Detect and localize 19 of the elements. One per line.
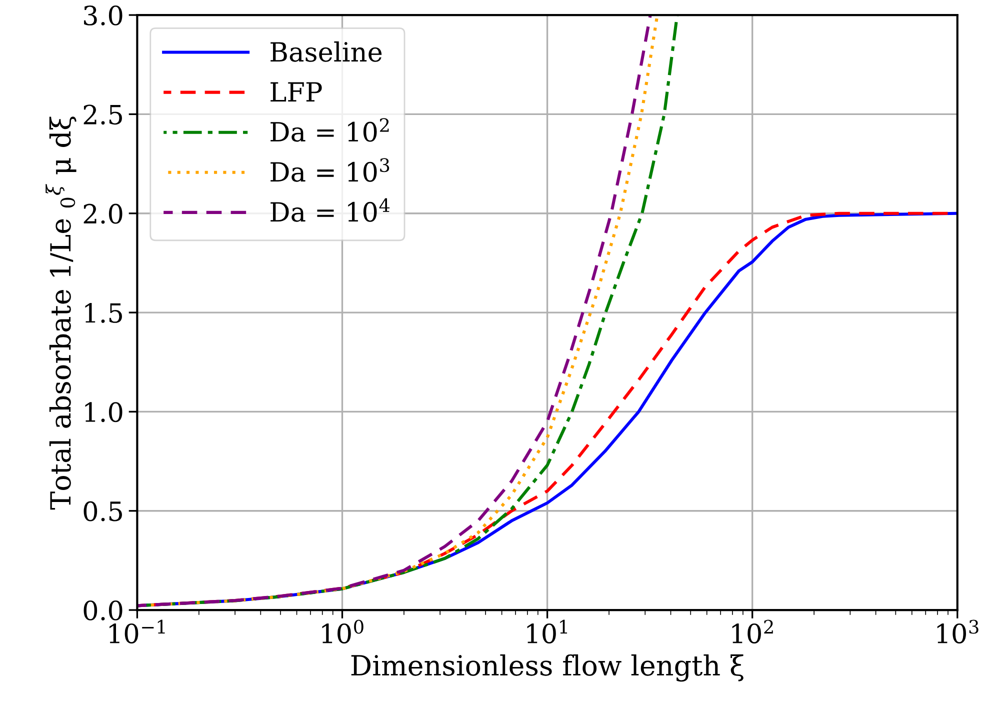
y-axis-title: Total absorbate 1/Le $_{0}$$^{ξ}$ μ dξ — [46, 116, 76, 510]
x-tick-label: 10$^{2}$ — [732, 620, 773, 644]
y-tick-label: 0.0 — [84, 600, 122, 620]
y-tick-label: 0.5 — [84, 501, 122, 522]
y-tick-label: 1.5 — [85, 302, 122, 323]
legend-label: LFP — [270, 82, 322, 102]
x-tick-label: 10$^{3}$ — [937, 620, 978, 644]
legend-label: Da = 10$^{2}$ — [270, 118, 389, 142]
legend-label: Baseline — [270, 41, 382, 62]
y-tick-label: 2.5 — [84, 104, 122, 125]
y-tick-label: 1.0 — [85, 402, 122, 422]
legend-label: Da = 10$^{3}$ — [270, 158, 390, 182]
x-tick-label: 10$^{0}$ — [322, 620, 364, 644]
x-axis-title: Dimensionless flow length ξ — [351, 654, 744, 682]
x-tick-label: 10$^{−1}$ — [110, 620, 165, 644]
y-tick-label: 2.0 — [84, 204, 122, 224]
y-tick-label: 3.0 — [84, 5, 122, 26]
legend-label: Da = 10$^{4}$ — [270, 198, 390, 222]
x-tick-label: 10$^{1}$ — [527, 620, 568, 644]
